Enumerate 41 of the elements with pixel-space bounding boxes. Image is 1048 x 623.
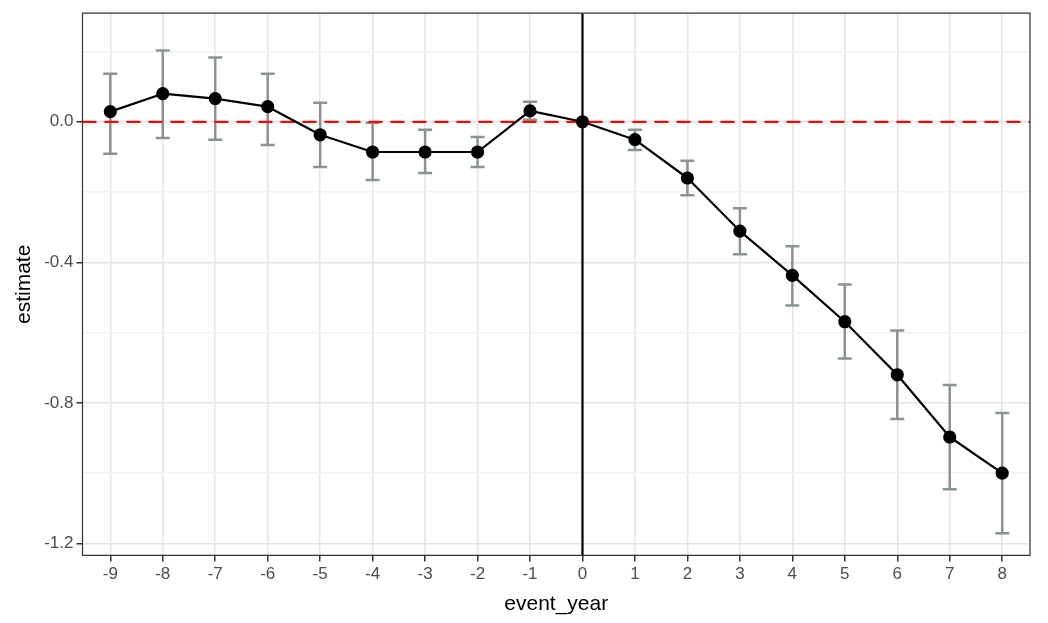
point: [313, 128, 327, 142]
x-tick-label: 4: [787, 564, 798, 584]
point: [418, 145, 432, 159]
point: [103, 104, 117, 119]
x-tick-label: -6: [260, 564, 276, 584]
x-tick-label: 3: [735, 564, 745, 584]
point: [366, 145, 380, 159]
x-tick-label: -7: [207, 564, 223, 584]
x-tick-label: -5: [312, 564, 328, 584]
y-tick-label: -0.8: [44, 392, 74, 412]
point: [156, 87, 170, 101]
point: [943, 430, 957, 444]
x-tick-label: -3: [417, 564, 433, 584]
x-tick-label: 8: [997, 564, 1007, 584]
x-tick-label: 0: [577, 564, 588, 584]
point: [628, 133, 642, 147]
point: [890, 368, 904, 382]
point: [838, 315, 852, 329]
x-tick-label: -2: [469, 564, 486, 584]
y-axis-title: estimate: [11, 244, 35, 324]
x-axis-title: event_year: [504, 591, 609, 616]
x-tick-label: 6: [892, 564, 902, 584]
point: [470, 145, 485, 159]
y-tick-label: -1.2: [44, 533, 74, 553]
y-tick-label: -0.4: [44, 252, 74, 272]
point: [208, 91, 222, 106]
x-tick-label: -8: [155, 564, 171, 584]
point: [995, 466, 1009, 480]
point: [680, 171, 695, 185]
x-tick-label: 1: [630, 564, 640, 584]
point: [733, 224, 747, 238]
x-tick-label: -9: [102, 564, 118, 584]
y-tick-label: 0.0: [49, 111, 74, 131]
point: [785, 268, 799, 282]
point: [575, 115, 590, 129]
x-tick-label: 5: [840, 564, 850, 584]
point: [261, 100, 275, 114]
x-tick-label: 7: [945, 564, 955, 584]
x-tick-label: 2: [682, 564, 693, 584]
x-tick-label: -4: [365, 564, 381, 584]
x-tick-label: -1: [522, 564, 538, 584]
